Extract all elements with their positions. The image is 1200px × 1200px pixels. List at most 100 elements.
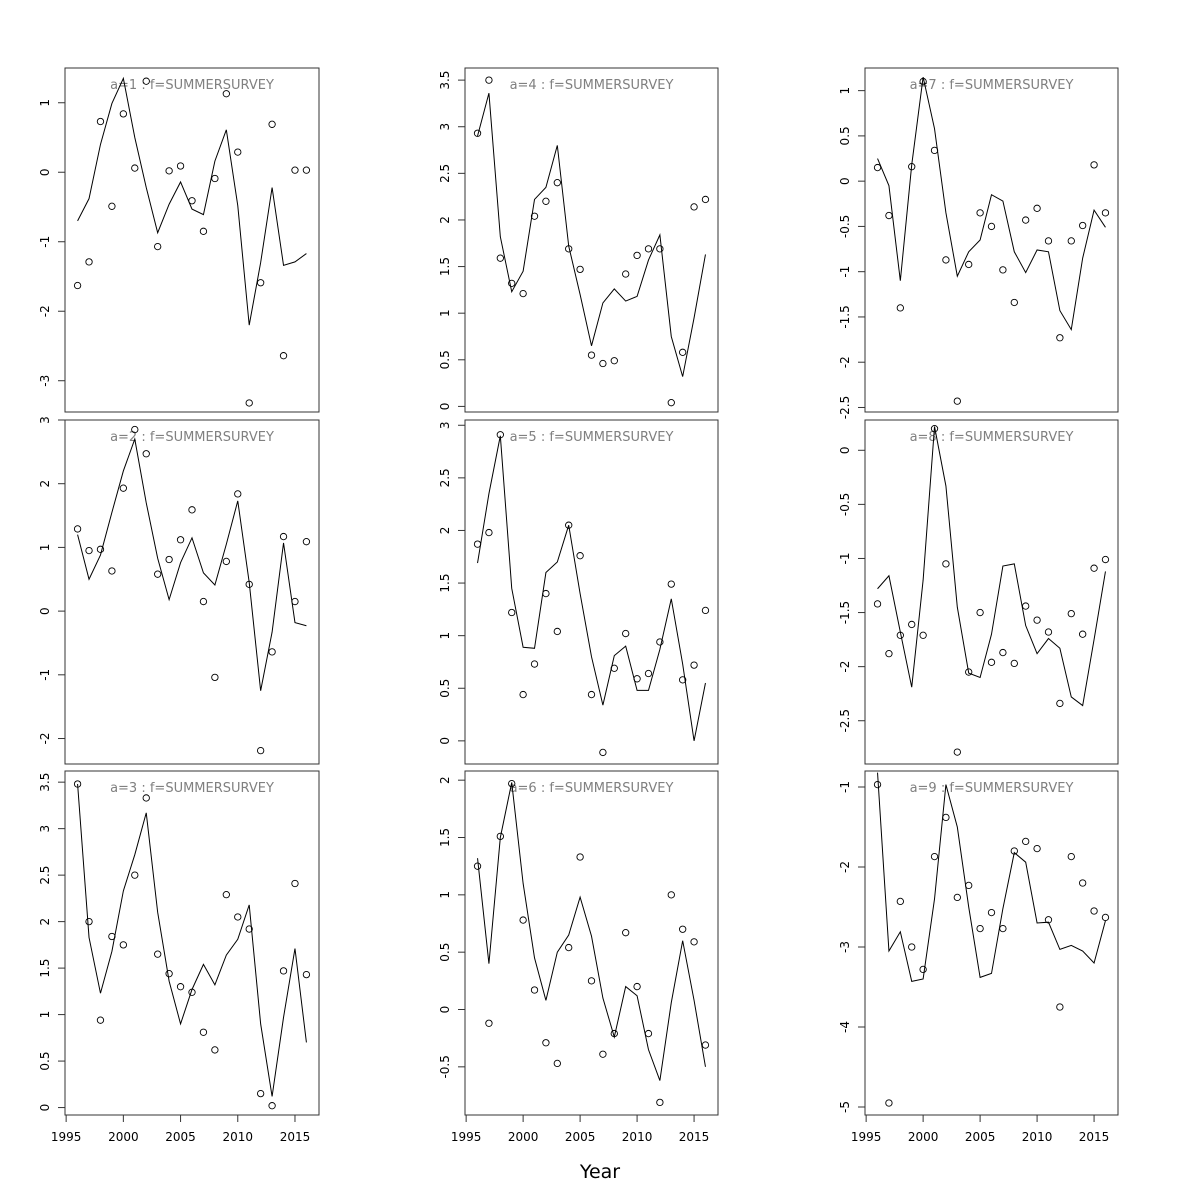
data-point bbox=[965, 668, 973, 676]
data-point bbox=[245, 925, 253, 933]
y-tick-label: 1 bbox=[38, 99, 52, 107]
data-point bbox=[919, 77, 927, 86]
data-point bbox=[908, 620, 916, 629]
plot-frame bbox=[864, 419, 1119, 765]
data-point bbox=[542, 197, 550, 205]
data-point bbox=[108, 202, 116, 210]
fitted-line bbox=[77, 437, 307, 691]
data-point bbox=[908, 943, 916, 951]
data-point bbox=[919, 631, 927, 639]
data-point bbox=[234, 490, 242, 498]
data-point bbox=[211, 1046, 219, 1054]
data-point bbox=[987, 222, 996, 231]
y-tick-label: 1 bbox=[438, 891, 452, 899]
data-point bbox=[85, 546, 93, 555]
data-point bbox=[930, 425, 939, 433]
data-point bbox=[690, 661, 698, 669]
y-tick-label: -0.5 bbox=[838, 493, 852, 516]
data-point bbox=[930, 146, 939, 155]
y-tick-label: -2 bbox=[38, 733, 52, 745]
data-point bbox=[211, 673, 219, 682]
data-point bbox=[610, 664, 618, 672]
data-point bbox=[622, 629, 630, 638]
data-point bbox=[656, 638, 664, 646]
panel-a6: -0.5 0 0.5 1 1.5 2 1995 2000 2005 2010 2015 a=6 : f… bbox=[438, 770, 719, 1144]
data-point bbox=[885, 211, 893, 220]
data-point bbox=[656, 245, 664, 253]
x-tick-label: 2015 bbox=[280, 1130, 311, 1144]
y-tick-label: 0 bbox=[438, 403, 452, 411]
data-point bbox=[576, 853, 584, 861]
data-point bbox=[679, 925, 687, 933]
y-tick-label: -5 bbox=[838, 1101, 852, 1113]
y-tick-label: 0 bbox=[38, 607, 52, 615]
y-tick-label: 2.5 bbox=[438, 164, 452, 183]
panel-title: a=8 : f=SUMMERSURVEY bbox=[910, 430, 1074, 445]
data-point bbox=[188, 988, 196, 996]
y-tick-label: 1.5 bbox=[438, 257, 452, 276]
data-point bbox=[1056, 1003, 1064, 1011]
data-point bbox=[1010, 298, 1018, 307]
data-point bbox=[222, 891, 230, 899]
data-point bbox=[1033, 844, 1041, 853]
data-point bbox=[131, 164, 139, 172]
data-point bbox=[576, 552, 584, 560]
x-axis-label: Year bbox=[579, 1161, 620, 1183]
data-point bbox=[976, 209, 984, 217]
data-point bbox=[96, 1016, 105, 1024]
y-tick-label: 0.5 bbox=[38, 1052, 52, 1071]
data-point bbox=[1044, 628, 1053, 636]
data-point bbox=[154, 570, 162, 578]
data-point bbox=[119, 110, 128, 118]
data-point bbox=[268, 1102, 276, 1110]
x-tick-label: 2005 bbox=[165, 1130, 196, 1144]
data-point bbox=[473, 540, 482, 548]
data-point bbox=[976, 924, 984, 933]
data-point bbox=[530, 986, 539, 994]
y-tick-label: 1 bbox=[438, 309, 452, 317]
data-point bbox=[667, 580, 675, 588]
data-point bbox=[953, 893, 961, 902]
y-tick-label: 0 bbox=[838, 177, 852, 185]
y-tick-label: 1 bbox=[438, 632, 452, 640]
data-point bbox=[279, 532, 288, 541]
data-point bbox=[508, 279, 516, 287]
data-point bbox=[131, 871, 139, 879]
data-point bbox=[1022, 602, 1030, 610]
data-point bbox=[1044, 916, 1053, 924]
x-tick-label: 2000 bbox=[508, 1130, 539, 1144]
data-point bbox=[1056, 334, 1064, 342]
data-point bbox=[165, 167, 173, 175]
data-point bbox=[873, 780, 882, 789]
y-tick-label: 0.5 bbox=[438, 679, 452, 698]
data-point bbox=[268, 120, 276, 128]
data-point bbox=[199, 597, 208, 606]
y-tick-label: 2.5 bbox=[38, 866, 52, 885]
y-tick-label: -2 bbox=[838, 356, 852, 368]
fitted-line bbox=[477, 782, 706, 1081]
data-point bbox=[473, 129, 482, 137]
data-point bbox=[622, 270, 630, 278]
data-point bbox=[496, 832, 504, 841]
data-point bbox=[1067, 852, 1075, 861]
plot-frame bbox=[464, 770, 719, 1116]
data-point bbox=[701, 606, 710, 615]
y-tick-label: 3 bbox=[38, 416, 52, 424]
data-point bbox=[119, 484, 128, 492]
data-point bbox=[908, 163, 916, 171]
data-point bbox=[291, 879, 299, 888]
data-point bbox=[245, 399, 253, 407]
data-point bbox=[485, 1019, 493, 1027]
data-point bbox=[530, 212, 539, 220]
x-tick-label: 2010 bbox=[222, 1130, 253, 1144]
data-point bbox=[302, 166, 311, 174]
plot-frame bbox=[864, 67, 1119, 413]
data-point bbox=[965, 260, 973, 269]
x-tick-label: 2010 bbox=[622, 1130, 653, 1144]
panel-a5: 0 0.5 1 1.5 2 2.5 3 a=5 : f=SUMMERSURVEY bbox=[438, 419, 719, 765]
data-point bbox=[142, 794, 150, 802]
y-tick-label: 3.5 bbox=[38, 773, 52, 792]
data-point bbox=[542, 1039, 550, 1047]
data-point bbox=[701, 195, 710, 204]
x-tick-label: 1995 bbox=[451, 1130, 482, 1144]
